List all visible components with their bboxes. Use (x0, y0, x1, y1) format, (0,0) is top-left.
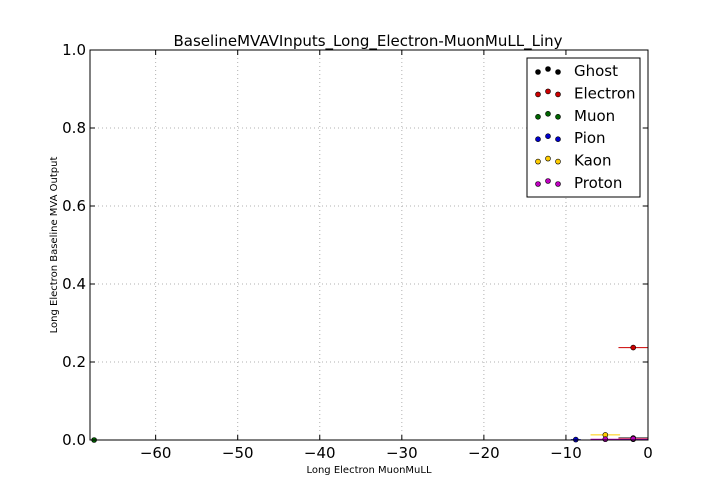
legend-entry: Pion (574, 129, 606, 147)
legend-marker (535, 158, 541, 165)
legend-marker (555, 69, 561, 75)
legend-entry: Muon (574, 107, 615, 125)
legend-marker (545, 178, 551, 184)
legend-entry: Ghost (574, 62, 618, 80)
plot-frame (89, 49, 649, 441)
legend-entry: Kaon (574, 152, 611, 170)
data-point (602, 436, 609, 443)
legend-marker (555, 158, 561, 165)
data-point (630, 344, 637, 351)
x-tick-label: −60 (140, 444, 172, 462)
y-tick-label: 0.2 (62, 353, 86, 371)
legend-entry: Proton (574, 174, 622, 192)
legend-box (526, 57, 641, 198)
x-tick-label: −50 (222, 444, 254, 462)
x-tick-label: 0 (643, 444, 653, 462)
y-tick-label: 0.4 (62, 275, 86, 293)
legend-marker (545, 88, 551, 95)
ticks: −60 −50 −40 −30 −20 −10 0 0.0 0.2 0.4 0.6 0.8 1.0 (62, 41, 653, 462)
legend-marker (555, 136, 561, 142)
legend-marker (545, 66, 551, 72)
data-point (630, 436, 637, 442)
legend-marker (545, 133, 551, 139)
legend-marker (545, 155, 551, 162)
legend-marker (555, 114, 561, 120)
x-axis-label: Long Electron MuonMuLL (306, 465, 432, 476)
data-layer (90, 344, 648, 443)
legend-marker (535, 181, 541, 187)
legend: Ghost Electron Muon Pion Kaon Proton (526, 57, 641, 198)
y-tick-label: 0.6 (62, 197, 86, 215)
legend-marker (535, 91, 541, 98)
legend-entry: Electron (574, 84, 636, 102)
y-axis-label: Long Electron Baseline MVA Output (49, 157, 60, 334)
x-tick-label: −10 (550, 444, 582, 462)
y-tick-label: 1.0 (62, 41, 86, 59)
legend-marker (535, 136, 541, 142)
legend-marker (555, 181, 561, 187)
x-tick-label: −40 (304, 444, 336, 462)
legend-marker (555, 91, 561, 98)
x-tick-label: −20 (468, 444, 500, 462)
legend-marker (545, 111, 551, 117)
chart-title: BaselineMVAVInputs_Long_Electron-MuonMuL… (174, 32, 563, 51)
x-tick-label: −30 (386, 444, 418, 462)
y-tick-label: 0.0 (62, 431, 86, 449)
legend-marker (535, 69, 541, 75)
y-tick-label: 0.8 (62, 119, 86, 137)
legend-marker (535, 114, 541, 120)
